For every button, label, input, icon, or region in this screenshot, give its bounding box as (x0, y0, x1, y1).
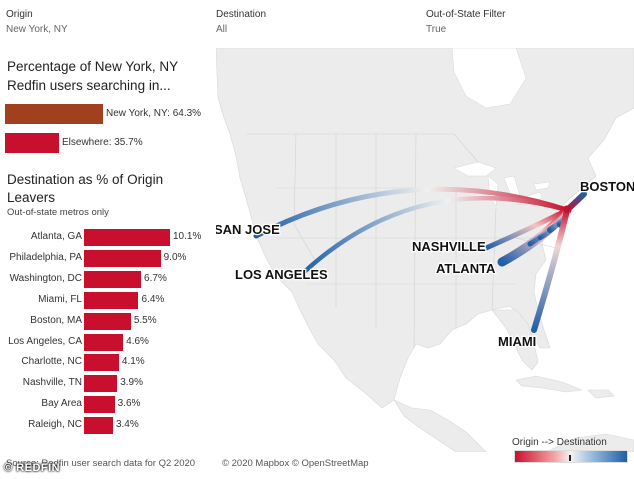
map-credit[interactable]: © 2020 Mapbox © OpenStreetMap (222, 458, 369, 469)
destination-name: Washington, DC (9, 272, 82, 284)
destination-bar[interactable] (84, 396, 115, 414)
label-boston: BOSTON (580, 179, 634, 194)
legend-label: Origin --> Destination (512, 437, 607, 448)
destination-bar[interactable] (84, 270, 142, 288)
legend-tick (569, 455, 571, 461)
city-labels: SAN JOSE LOS ANGELES NASHVILLE ATLANTA M… (213, 178, 634, 351)
arc-miami (531, 207, 570, 333)
destination-name: Bay Area (41, 398, 82, 410)
destination-bar[interactable] (84, 417, 113, 435)
land-north-america (215, 47, 634, 409)
destination-bar[interactable] (84, 249, 161, 267)
out-of-state-filter-value[interactable]: True (426, 24, 447, 35)
destination-value: 5.5% (133, 314, 157, 326)
destination-row[interactable]: Boston, MA 5.5% (0, 312, 212, 331)
destination-bar[interactable] (84, 229, 170, 246)
destination-bar[interactable] (84, 354, 119, 372)
destination-name: Charlotte, NC (21, 356, 82, 368)
origin-filter[interactable]: Origin New York, NY (6, 9, 68, 35)
destination-row[interactable]: Philadelphia, PA 9.0% (0, 249, 212, 268)
hudson-bay (451, 47, 527, 109)
arc-los-angeles (299, 195, 570, 277)
destination-value: 3.4% (115, 419, 139, 431)
label-miami: MIAMI (498, 334, 536, 349)
destination-bar[interactable] (84, 291, 139, 309)
land-florida (491, 309, 539, 371)
land-central-america (393, 399, 487, 453)
origin-filter-label: Origin (6, 9, 33, 20)
destination-value: 6.7% (144, 272, 167, 284)
destination-row[interactable]: Atlanta, GA 10.1% (0, 229, 212, 247)
label-atlanta: ATLANTA (436, 261, 496, 276)
destinations-subtitle: Out-of-state metros only (7, 207, 109, 218)
arc-boston (564, 191, 587, 213)
destination-value: 3.6% (117, 398, 141, 410)
destination-value: 4.1% (121, 356, 145, 368)
destination-value: 6.4% (141, 293, 165, 305)
share-bar-new-york[interactable] (5, 104, 103, 124)
migration-arcs (253, 186, 587, 333)
out-of-state-filter-label: Out-of-State Filter (426, 9, 506, 20)
destination-value: 10.1% (173, 231, 202, 242)
map-svg: SAN JOSE LOS ANGELES NASHVILLE ATLANTA M… (213, 47, 634, 453)
label-nashville: NASHVILLE (412, 239, 486, 254)
destination-row[interactable]: Washington, DC 6.7% (0, 270, 212, 289)
destination-name: Raleigh, NC (28, 419, 82, 431)
destination-bar[interactable] (84, 375, 118, 393)
destination-name: Philadelphia, PA (9, 251, 82, 263)
destination-row[interactable]: Miami, FL 6.4% (0, 291, 212, 310)
land-hispaniola (587, 389, 615, 399)
legend-gradient (514, 450, 628, 463)
destination-row[interactable]: Raleigh, NC 3.4% (0, 417, 212, 435)
destination-row[interactable]: Nashville, TN 3.9% (0, 375, 212, 393)
destination-row[interactable]: Charlotte, NC 4.1% (0, 354, 212, 372)
destination-name: Miami, FL (38, 293, 82, 305)
destination-filter-value[interactable]: All (216, 24, 228, 35)
destination-name: Nashville, TN (22, 377, 82, 389)
arc-san-jose (253, 186, 570, 239)
land-cuba (515, 375, 583, 393)
destination-value: 4.6% (126, 335, 149, 347)
origin-filter-value[interactable]: New York, NY (6, 24, 68, 35)
destination-row[interactable]: Los Angeles, CA 4.6% (0, 333, 212, 352)
destinations-title: Destination as % of Origin Leavers (7, 172, 164, 205)
destination-name: Los Angeles, CA (8, 335, 82, 347)
destination-filter-label: Destination (216, 9, 267, 20)
source-note: Source: Redfin user search data for Q2 2… (6, 458, 196, 469)
redfin-watermark: © REDFIN (4, 462, 61, 474)
share-bar-elsewhere[interactable] (5, 133, 60, 153)
share-label-elsewhere: Elsewhere: 35.7% (62, 137, 143, 148)
out-of-state-filter[interactable]: Out-of-State Filter True (426, 9, 505, 35)
label-los-angeles: LOS ANGELES (235, 267, 328, 282)
share-title: Percentage of New York, NY Redfin users … (7, 59, 178, 93)
destination-row[interactable]: Bay Area 3.6% (0, 396, 212, 414)
destination-filter[interactable]: Destination All (216, 9, 266, 35)
label-san-jose: SAN JOSE (216, 222, 280, 237)
destination-name: Atlanta, GA (30, 231, 82, 242)
share-label-new-york: New York, NY: 64.3% (106, 108, 202, 119)
migration-map[interactable]: SAN JOSE LOS ANGELES NASHVILLE ATLANTA M… (213, 47, 634, 453)
destination-value: 9.0% (163, 251, 187, 263)
destination-value: 3.9% (120, 377, 143, 389)
destination-bar[interactable] (84, 333, 124, 351)
destination-bar[interactable] (84, 312, 131, 330)
destination-name: Boston, MA (30, 314, 82, 326)
state-borders (246, 133, 557, 349)
